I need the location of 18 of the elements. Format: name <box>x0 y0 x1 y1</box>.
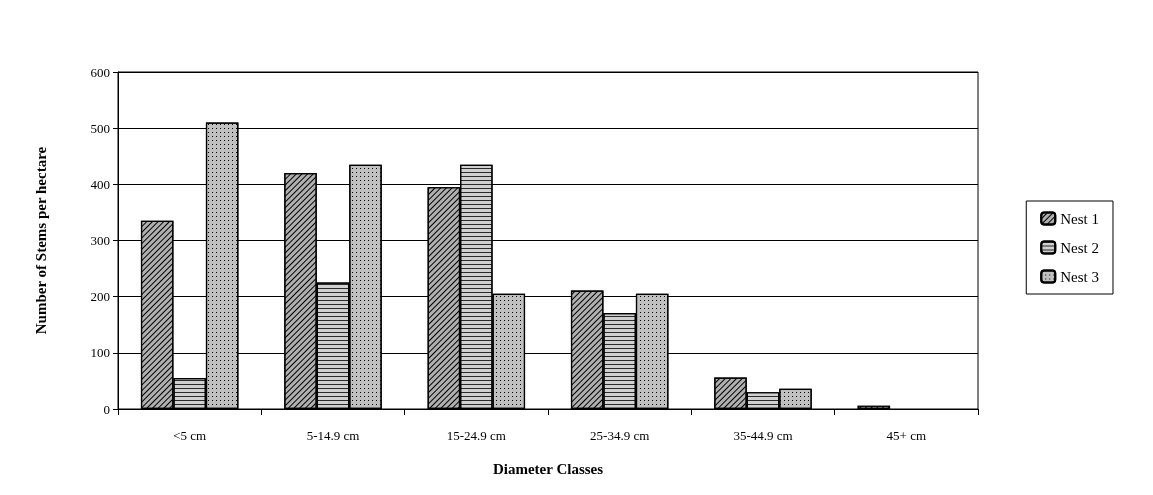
y-tick-label: 0 <box>103 401 110 417</box>
x-tick-label: 25-34.9 cm <box>590 428 650 443</box>
y-tick-label: 400 <box>90 176 110 192</box>
legend-label: Nest 3 <box>1060 268 1099 285</box>
x-tick-label: 45+ cm <box>886 428 927 443</box>
y-tick-label: 600 <box>90 64 110 80</box>
y-axis-title: Number of Stems per hectare <box>32 146 49 335</box>
x-tick-label: 35-44.9 cm <box>733 428 793 443</box>
x-tick-label: 15-24.9 cm <box>446 428 506 443</box>
x-tick-label: 5-14.9 cm <box>306 428 360 443</box>
x-axis-title: Diameter Classes <box>492 460 604 477</box>
legend-label: Nest 1 <box>1060 210 1099 227</box>
x-tick-label: <5 cm <box>173 428 207 443</box>
y-tick-label: 200 <box>90 289 110 305</box>
y-tick-label: 100 <box>90 345 110 361</box>
y-tick-label: 300 <box>90 233 110 248</box>
legend-label: Nest 2 <box>1060 239 1099 256</box>
y-tick-label: 500 <box>90 120 110 136</box>
